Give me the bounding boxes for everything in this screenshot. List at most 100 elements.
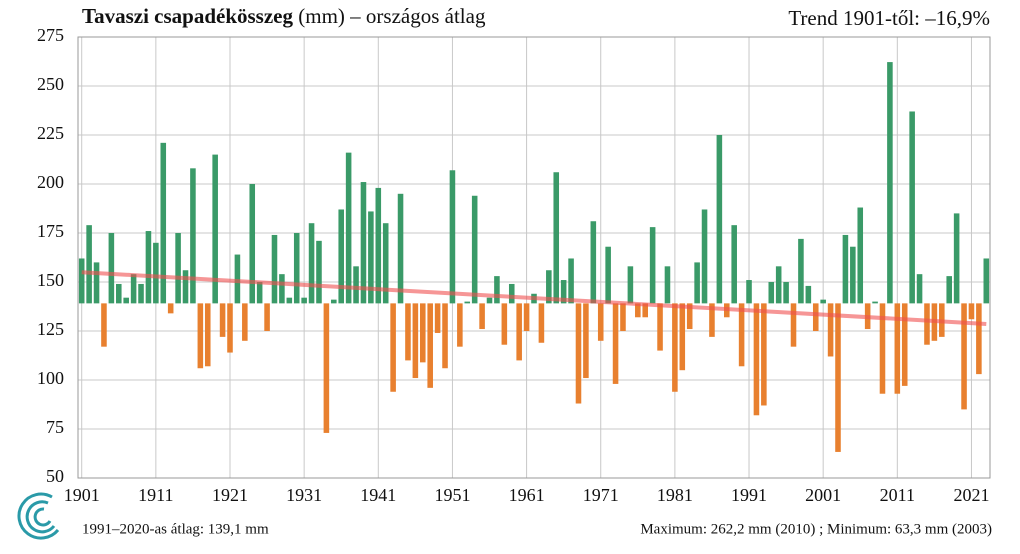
x-tick-label: 1921 xyxy=(212,485,248,505)
bar xyxy=(731,225,737,304)
bar xyxy=(842,234,849,304)
bar xyxy=(167,303,174,314)
bar xyxy=(560,280,567,304)
y-tick-label: 50 xyxy=(46,466,64,486)
trend-line xyxy=(81,270,987,326)
note-left: 1991–2020-as átlag: 139,1 mm xyxy=(82,521,269,537)
bar xyxy=(820,299,826,304)
bar xyxy=(293,233,300,304)
bar xyxy=(768,282,775,304)
bar xyxy=(894,303,901,394)
bar xyxy=(420,303,426,363)
bar xyxy=(264,303,270,331)
bar xyxy=(783,282,789,304)
plot-frame xyxy=(77,36,991,479)
logo xyxy=(17,492,60,540)
bar xyxy=(116,283,122,304)
bar xyxy=(138,283,144,304)
bar xyxy=(449,170,456,304)
bar xyxy=(909,111,915,304)
x-tick-label: 1951 xyxy=(434,485,470,505)
bar xyxy=(568,258,574,304)
bar xyxy=(360,182,367,304)
bar xyxy=(301,297,307,304)
x-tick-label: 2011 xyxy=(880,485,915,505)
bar xyxy=(271,234,278,304)
bar xyxy=(976,303,982,375)
title-suffix: (mm) – országos átlag xyxy=(293,4,486,28)
bar xyxy=(850,246,856,304)
bar xyxy=(887,62,893,304)
bar xyxy=(738,303,745,367)
bar xyxy=(686,303,693,330)
bar xyxy=(553,172,560,304)
bar xyxy=(160,142,167,304)
bar xyxy=(523,303,530,331)
bar xyxy=(538,303,545,343)
bar xyxy=(464,301,471,304)
bar xyxy=(790,303,797,347)
x-tick-label: 1961 xyxy=(509,485,545,505)
x-tick-label: 1981 xyxy=(657,485,693,505)
bar xyxy=(746,280,752,304)
bar xyxy=(375,187,382,304)
bar xyxy=(761,303,767,406)
bar xyxy=(486,297,493,304)
bar xyxy=(775,266,782,304)
x-tick-label: 1931 xyxy=(286,485,322,505)
bar xyxy=(234,254,241,304)
bar xyxy=(405,303,411,361)
bar xyxy=(664,266,671,304)
bar xyxy=(182,270,189,304)
bar xyxy=(86,225,92,304)
bar xyxy=(516,303,522,361)
bar xyxy=(212,154,218,304)
trend-label: Trend 1901-től: –16,9% xyxy=(788,6,990,30)
bar xyxy=(812,303,819,331)
y-tick-label: 150 xyxy=(37,270,64,290)
x-tick-label: 1971 xyxy=(583,485,619,505)
bar xyxy=(753,303,760,416)
bar xyxy=(204,303,211,367)
bar xyxy=(242,303,248,341)
bar xyxy=(219,303,226,337)
bar xyxy=(434,303,441,333)
bar xyxy=(279,274,285,304)
bar xyxy=(590,221,597,304)
y-tick-label: 175 xyxy=(37,221,64,241)
bar xyxy=(635,303,641,318)
x-tick-label: 1911 xyxy=(138,485,173,505)
bar xyxy=(575,303,582,404)
bar xyxy=(716,135,723,304)
bar xyxy=(679,303,686,371)
bar xyxy=(153,242,159,304)
bar xyxy=(471,195,478,304)
chart-title: Tavaszi csapadékösszeg (mm) – országos á… xyxy=(82,4,486,28)
bar xyxy=(412,303,419,379)
y-tick-label: 200 xyxy=(37,172,64,192)
bar xyxy=(597,303,604,341)
bar xyxy=(605,246,611,304)
bar xyxy=(872,301,878,304)
bar xyxy=(345,152,352,304)
bar xyxy=(331,299,337,304)
bar xyxy=(479,303,485,330)
bar xyxy=(101,303,107,347)
bar xyxy=(508,283,515,304)
bar xyxy=(397,193,404,304)
bar xyxy=(835,303,841,452)
bar xyxy=(338,209,344,304)
bar xyxy=(249,184,256,304)
x-tick-label: 1901 xyxy=(64,485,100,505)
bar xyxy=(924,303,930,345)
y-tick-label: 125 xyxy=(37,319,64,339)
bar xyxy=(145,231,152,304)
bar xyxy=(190,168,196,304)
y-tick-label: 75 xyxy=(46,417,64,437)
y-tick-label: 225 xyxy=(37,123,64,143)
bar xyxy=(442,303,448,369)
bar xyxy=(256,282,263,304)
bar xyxy=(457,303,463,347)
bar xyxy=(961,303,967,410)
bar xyxy=(175,233,181,304)
